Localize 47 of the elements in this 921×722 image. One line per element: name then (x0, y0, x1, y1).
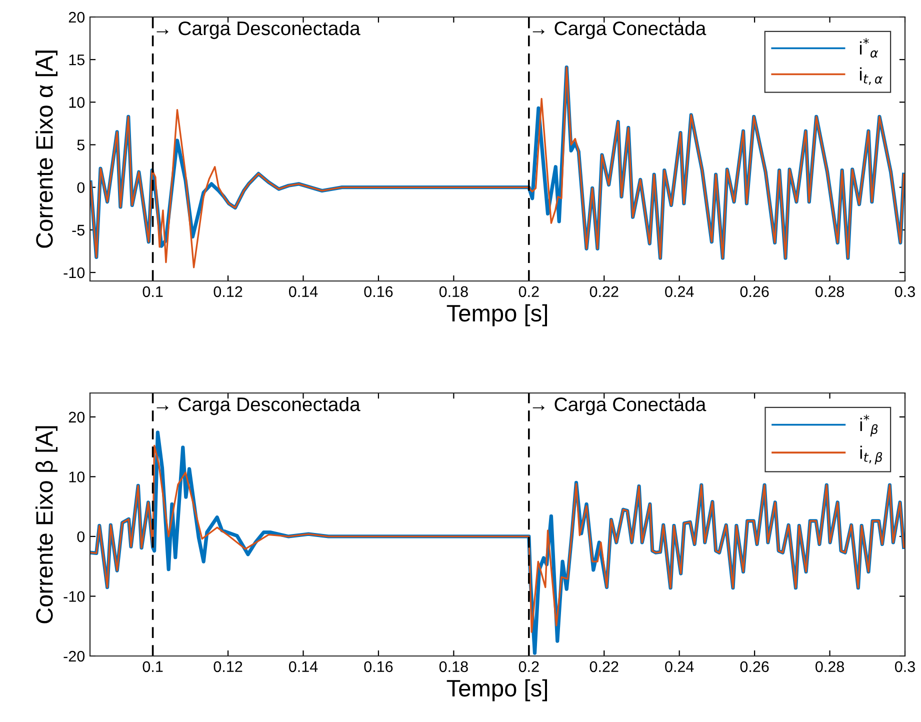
ref-line-label: → Carga Conectada (532, 396, 706, 416)
x-tick-label: 0.24 (665, 286, 694, 298)
y-tick-label: 0 (77, 531, 85, 542)
x-tick-label: 0.2 (518, 286, 539, 298)
legend-label: i$^{*}$$_{β}$ (860, 414, 878, 437)
x-tick-label: 0.18 (439, 661, 468, 672)
y-tick-label: -5 (72, 224, 84, 236)
ref-line-label: → Carga Desconectada (156, 396, 360, 416)
x-tick-label: 0.16 (364, 286, 393, 298)
y-tick-label: 10 (69, 97, 85, 108)
x-tick-label: 0.22 (590, 286, 618, 298)
y-tick-label: 5 (77, 140, 84, 150)
y-tick-label: -20 (64, 650, 85, 662)
y-axis-title: Corrente Eixo β [A] (35, 426, 58, 624)
y-tick-label: 20 (68, 412, 85, 423)
x-axis-title: Tempo [s] (446, 679, 547, 702)
x-tick-label: 0.12 (214, 286, 242, 298)
y-tick-label: -10 (64, 267, 85, 278)
x-tick-label: 0.26 (740, 286, 769, 298)
legend-label: i$_{t,β}$ (860, 446, 882, 464)
x-tick-label: 0.18 (439, 286, 468, 298)
y-tick-label: 15 (69, 54, 84, 66)
y-tick-label: 0 (77, 182, 85, 194)
y-tick-label: -10 (64, 591, 85, 602)
ref-line-label: → Carga Desconectada (156, 20, 360, 40)
legend-label: i$_{t,α}$ (860, 67, 883, 85)
x-tick-label: 0.14 (288, 286, 318, 298)
y-axis-title: Corrente Eixo α [A] (35, 50, 58, 248)
y-tick-label: 10 (69, 472, 85, 482)
x-tick-label: 0.28 (816, 661, 844, 672)
legend-label: i$^{*}$$_{α}$ (860, 38, 878, 58)
x-axis-title: Tempo [s] (446, 304, 547, 326)
x-tick-label: 0.28 (816, 286, 844, 298)
x-tick-label: 0.2 (518, 661, 539, 672)
x-tick-label: 0.16 (364, 661, 393, 672)
line-series (90, 444, 905, 633)
x-tick-label: 0.12 (214, 661, 242, 672)
x-tick-label: 0.26 (740, 661, 769, 672)
x-tick-label: 0.3 (894, 661, 915, 672)
x-tick-label: 0.14 (288, 661, 318, 672)
x-tick-label: 0.22 (590, 661, 618, 672)
x-tick-label: 0.1 (142, 286, 163, 298)
x-tick-label: 0.3 (894, 286, 915, 298)
x-tick-label: 0.1 (142, 661, 163, 672)
ref-line-label: → Carga Conectada (532, 20, 706, 40)
x-tick-label: 0.24 (665, 661, 694, 672)
y-tick-label: 20 (68, 12, 85, 23)
